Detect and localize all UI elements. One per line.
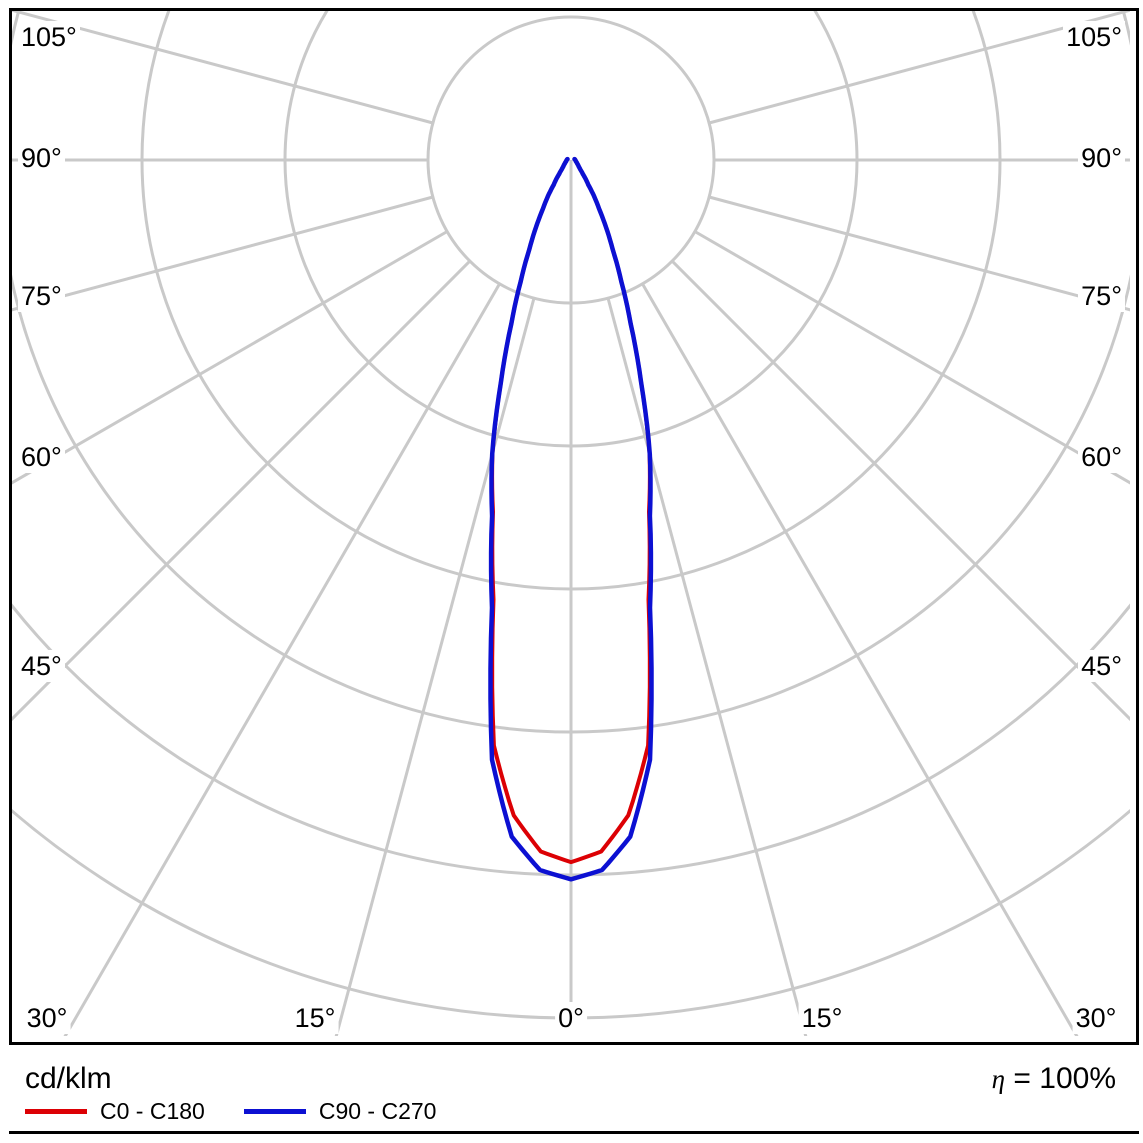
- angle-label-right-75: 75°: [1078, 280, 1125, 312]
- legend-item-c0-c180: C0 - C180: [25, 1098, 205, 1125]
- angle-label-left-105: 105°: [18, 21, 80, 53]
- angle-label-left-45: 45°: [18, 650, 65, 682]
- angle-label-bottom-15r: 15°: [798, 1002, 846, 1034]
- angle-label-bottom-30l: 30°: [23, 1002, 71, 1034]
- legend-label-c0-c180: C0 - C180: [100, 1098, 205, 1124]
- polar-chart-frame: [9, 8, 1139, 1045]
- legend-label-c90-c270: C90 - C270: [318, 1098, 437, 1124]
- angle-label-bottom-0: 0°: [555, 1002, 587, 1034]
- angle-label-right-45: 45°: [1078, 650, 1125, 682]
- eta-symbol: η: [991, 1064, 1006, 1094]
- angle-label-right-90: 90°: [1078, 142, 1125, 174]
- bottom-rule: [9, 1131, 1139, 1134]
- angle-label-left-75: 75°: [18, 280, 65, 312]
- angle-label-bottom-15l: 15°: [291, 1002, 339, 1034]
- angle-label-right-105: 105°: [1063, 21, 1125, 53]
- angle-label-left-60: 60°: [18, 441, 65, 473]
- legend: C0 - C180 C90 - C270: [25, 1098, 436, 1125]
- eta-value: = 100%: [1013, 1062, 1116, 1095]
- angle-label-right-60: 60°: [1078, 441, 1125, 473]
- angle-label-left-90: 90°: [18, 142, 65, 174]
- legend-swatch-c0-c180: [25, 1109, 87, 1114]
- legend-item-c90-c270: C90 - C270: [243, 1098, 437, 1125]
- legend-swatch-c90-c270: [243, 1109, 306, 1114]
- efficiency-label: η = 100%: [992, 1062, 1116, 1096]
- angle-label-bottom-30r: 30°: [1072, 1002, 1120, 1034]
- unit-label: cd/klm: [25, 1062, 112, 1095]
